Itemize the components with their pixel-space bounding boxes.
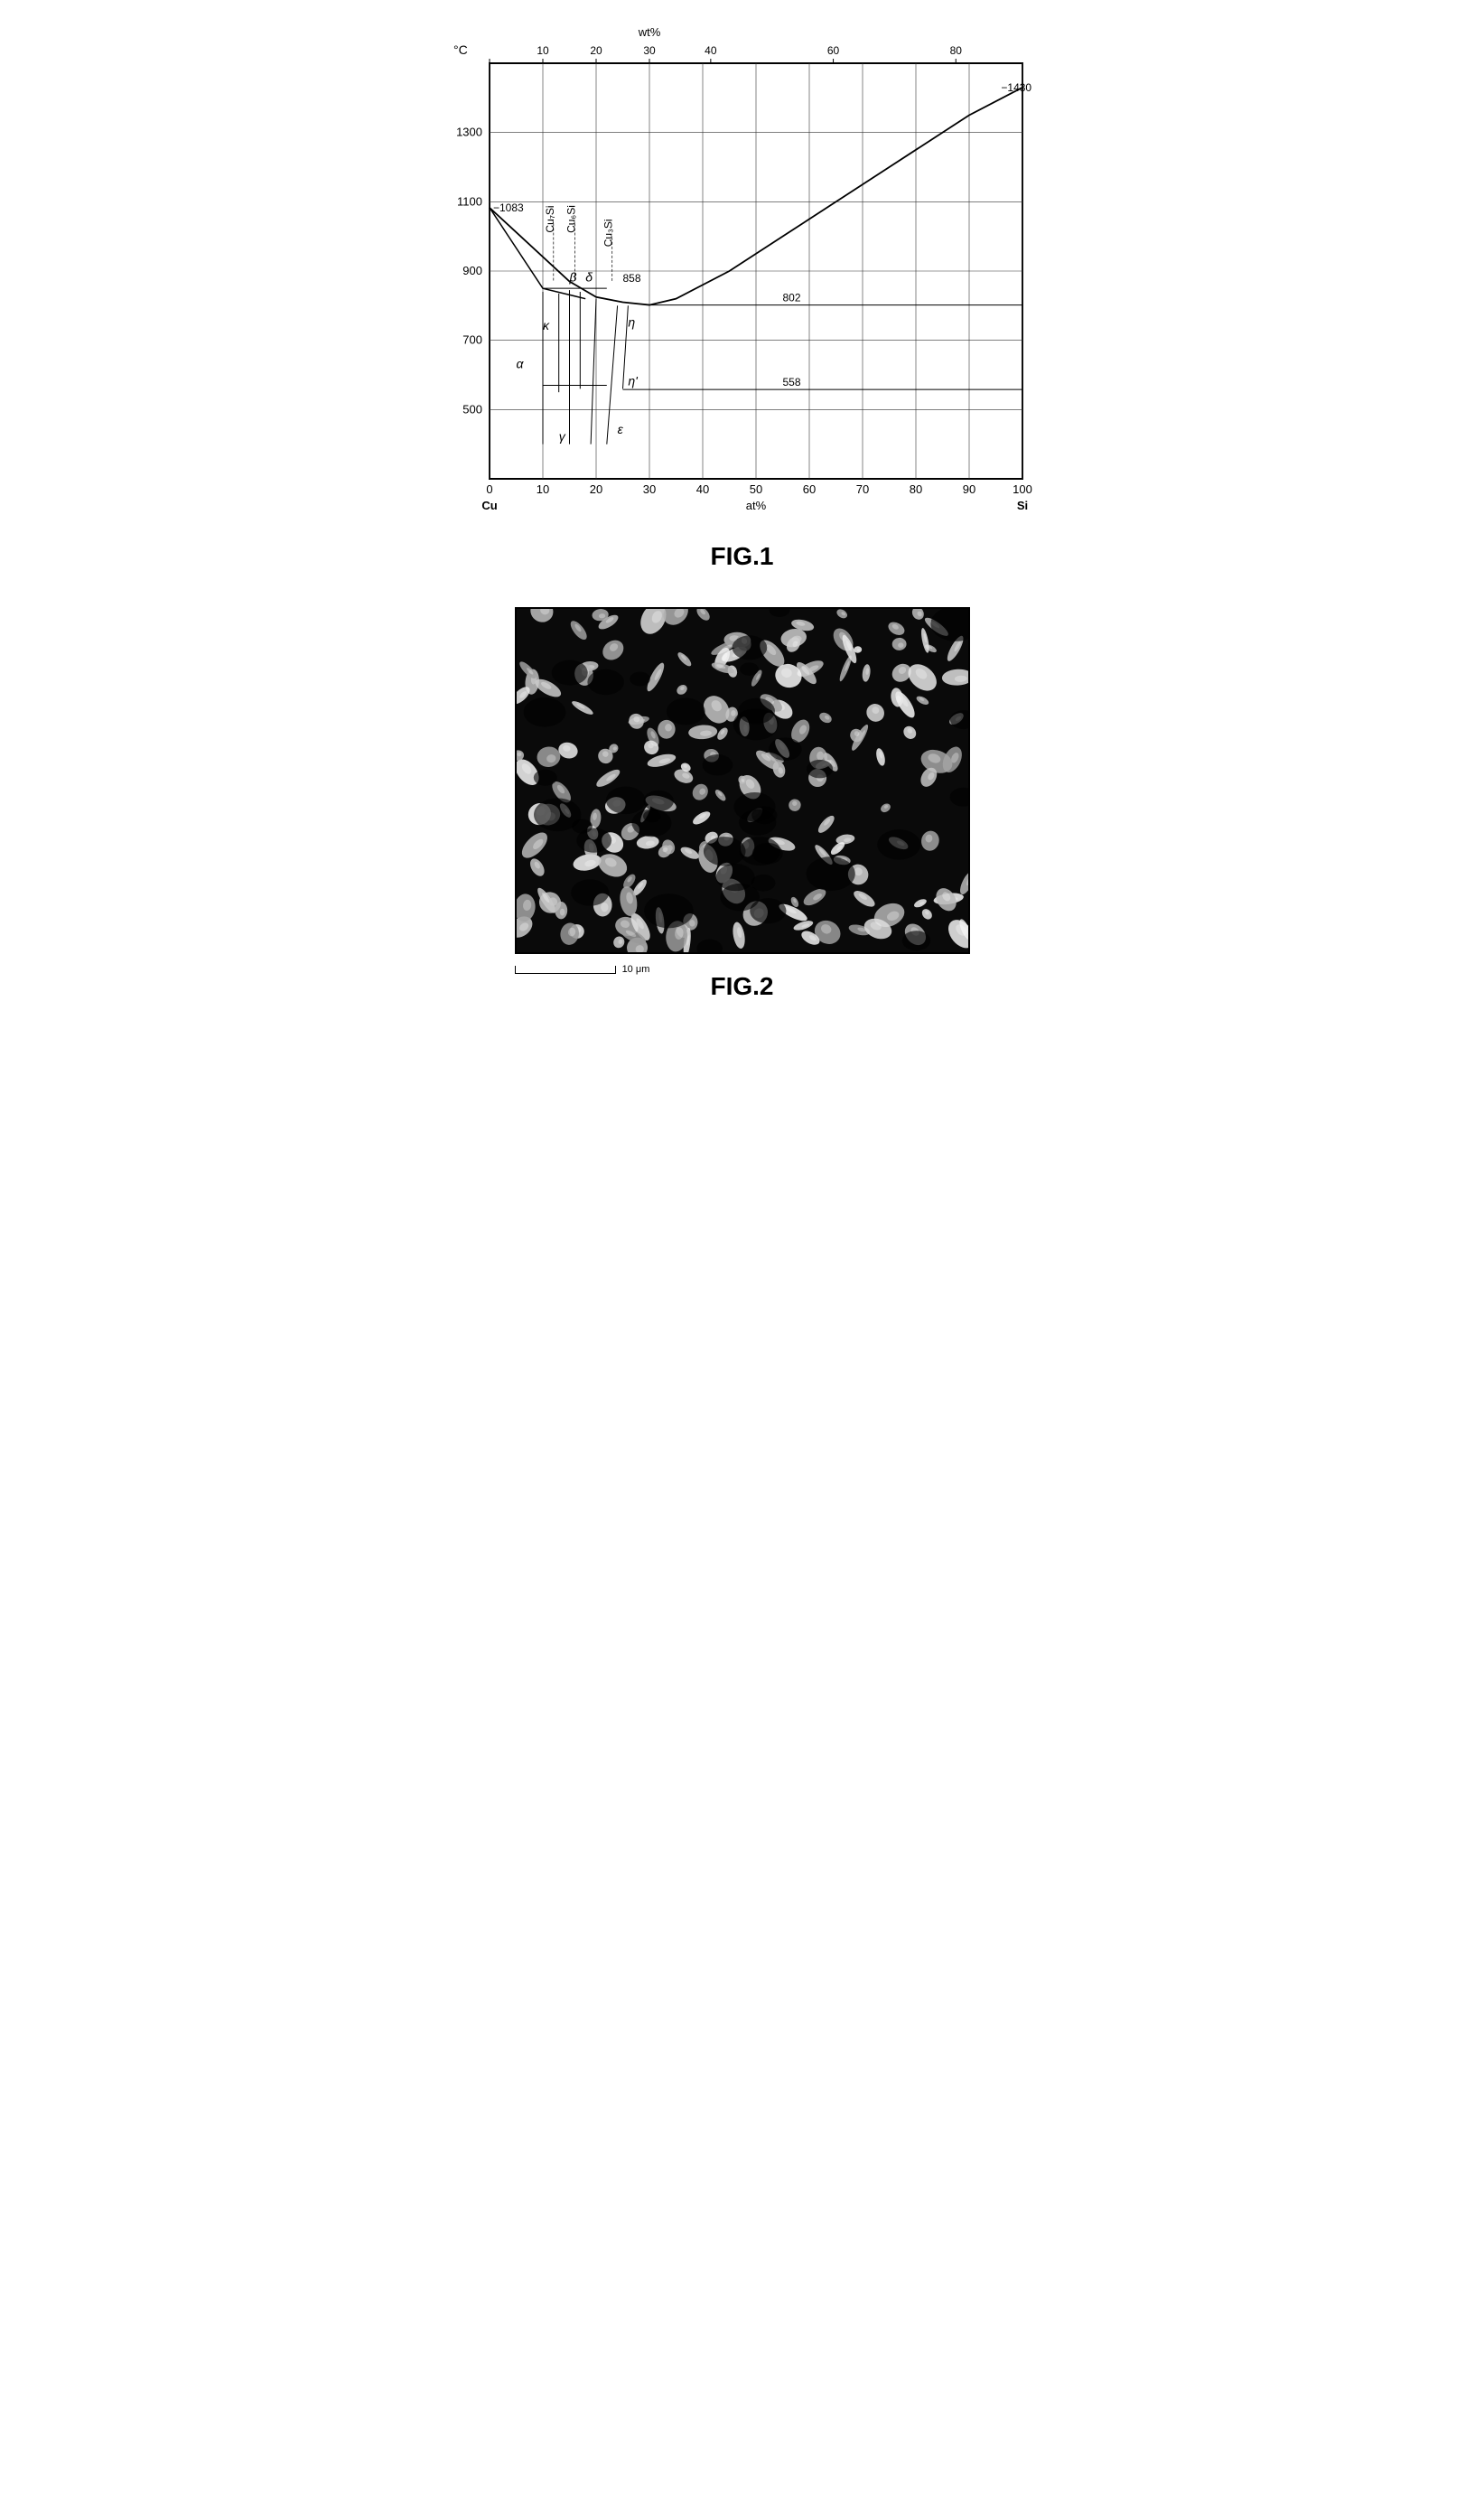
scale-label: 10 μm [622,964,650,975]
svg-text:40: 40 [695,482,708,496]
svg-text:10: 10 [537,44,549,57]
svg-text:60: 60 [802,482,815,496]
micrograph-image [515,607,970,954]
svg-text:700: 700 [462,333,482,347]
svg-text:°C: °C [453,42,468,57]
svg-text:90: 90 [962,482,975,496]
svg-text:0: 0 [486,482,492,496]
figure-2-container: 10 μm FIG.2 [515,607,970,1001]
svg-text:wt%: wt% [637,25,660,39]
svg-text:1300: 1300 [456,126,482,139]
svg-text:at%: at% [745,499,766,512]
figure-2-caption: FIG.2 [515,972,970,1001]
svg-text:Cu₇Si: Cu₇Si [543,205,555,232]
svg-text:δ: δ [585,270,593,285]
svg-text:80: 80 [909,482,921,496]
svg-text:70: 70 [855,482,868,496]
svg-text:900: 900 [462,264,482,277]
svg-text:30: 30 [643,44,656,57]
svg-text:Cu₃Si: Cu₃Si [602,219,614,247]
svg-text:30: 30 [642,482,655,496]
svg-text:20: 20 [589,482,602,496]
svg-text:802: 802 [782,292,800,304]
svg-text:Cu₆Si: Cu₆Si [565,205,577,233]
svg-text:ε: ε [617,422,623,436]
phase-diagram-chart: 0 10 20 30 40 50 60 70 80 90 100 500 700 900 1100 1300 w… [435,18,1050,524]
svg-text:558: 558 [782,376,800,388]
figure-1-caption: FIG.1 [435,542,1050,571]
svg-text:500: 500 [462,402,482,416]
svg-text:1100: 1100 [457,194,482,208]
scale-bar: 10 μm [515,964,650,975]
svg-text:η: η [628,314,635,329]
svg-text:η': η' [628,374,639,388]
svg-text:α: α [516,356,524,370]
svg-text:Si: Si [1016,499,1027,512]
figure-1-container: 0 10 20 30 40 50 60 70 80 90 100 500 700 900 1100 1300 w… [435,18,1050,571]
svg-text:−1083: −1083 [493,201,524,214]
svg-text:50: 50 [749,482,761,496]
svg-text:−1430: −1430 [1001,81,1031,94]
svg-text:10: 10 [536,482,548,496]
svg-text:20: 20 [590,44,602,57]
svg-text:80: 80 [949,44,962,57]
svg-text:Cu: Cu [481,499,497,512]
svg-text:β: β [568,270,576,285]
svg-text:γ: γ [558,429,565,444]
svg-text:858: 858 [622,272,640,285]
svg-text:κ: κ [543,318,550,332]
svg-text:60: 60 [826,44,839,57]
svg-text:40: 40 [705,44,717,57]
svg-text:100: 100 [1013,482,1032,496]
